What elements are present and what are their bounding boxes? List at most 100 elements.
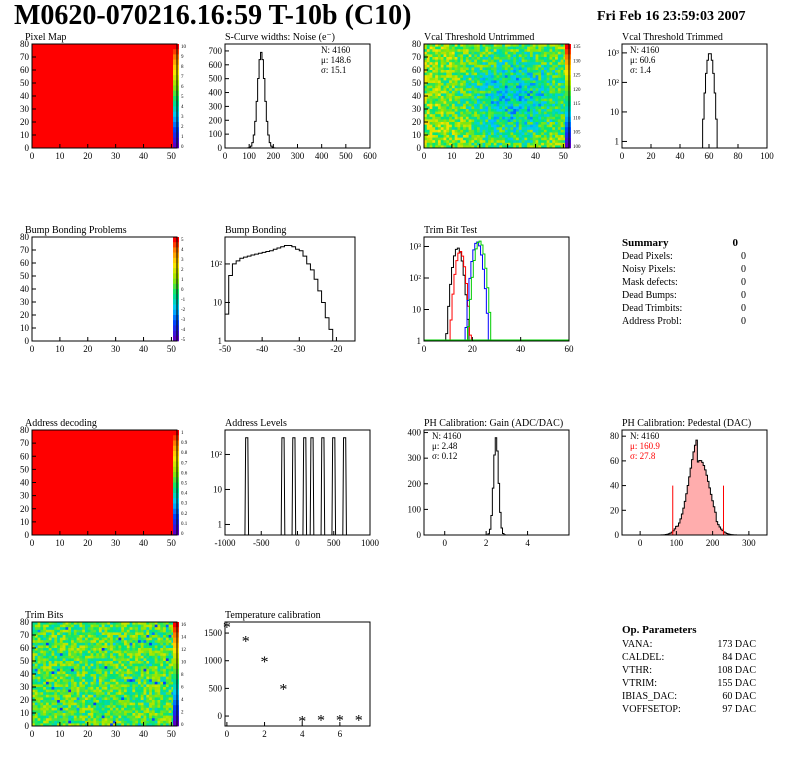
- heatmap-cell: [493, 122, 497, 125]
- heatmap-cell: [149, 713, 153, 716]
- heatmap-cell: [73, 676, 78, 680]
- heatmap-cell: [443, 64, 447, 68]
- heatmap-cell: [98, 715, 103, 719]
- heatmap-cell: [71, 642, 75, 646]
- heatmap-cell: [57, 707, 61, 711]
- heatmap-cell: [40, 697, 44, 701]
- heatmap-cell: [424, 98, 428, 102]
- heatmap-cell: [451, 75, 456, 79]
- heatmap-cell: [65, 655, 69, 659]
- heatmap-cell: [71, 640, 75, 644]
- heatmap-cell: [32, 707, 36, 711]
- heatmap-cell: [107, 715, 111, 719]
- heatmap-cell: [424, 114, 428, 118]
- heatmap-cell: [532, 106, 536, 110]
- heatmap-cell: [124, 668, 128, 672]
- heatmap-cell: [112, 702, 117, 706]
- heatmap-cell: [485, 83, 489, 86]
- heatmap-cell: [115, 642, 119, 646]
- heatmap-cell: [101, 629, 105, 633]
- heatmap-cell: [490, 62, 495, 66]
- x-tick-label: 10: [55, 344, 65, 354]
- heatmap-cell: [529, 101, 534, 105]
- heatmap-cell: [43, 666, 47, 670]
- heatmap-cell: [521, 111, 525, 115]
- heatmap-cell: [490, 44, 495, 47]
- heatmap-cell: [541, 83, 545, 86]
- heatmap-cell: [446, 96, 450, 99]
- heatmap-cell: [37, 671, 41, 675]
- heatmap-cell: [474, 145, 478, 149]
- heatmap-cell: [507, 46, 511, 50]
- heatmap-cell: [432, 93, 436, 97]
- palette-segment: [173, 461, 179, 468]
- heatmap-cell: [65, 702, 69, 706]
- heatmap-cell: [90, 653, 94, 657]
- heatmap-cell: [488, 59, 492, 63]
- heatmap-cell: [532, 145, 536, 149]
- heatmap-cell: [552, 77, 556, 81]
- heatmap-cell: [502, 142, 506, 146]
- palette-tick-label: 8: [181, 65, 184, 70]
- heatmap-cell: [549, 51, 553, 55]
- heatmap-cell: [137, 637, 142, 641]
- heatmap-cell: [435, 129, 439, 133]
- heatmap-cell: [426, 96, 430, 99]
- heatmap-cell: [499, 75, 503, 79]
- heatmap-cell: [62, 627, 66, 631]
- heatmap-cell: [485, 64, 489, 68]
- heatmap-cell: [110, 653, 114, 657]
- heatmap-cell: [76, 700, 80, 703]
- heatmap-cell: [115, 624, 119, 628]
- heatmap-cell: [140, 635, 144, 638]
- heatmap-cell: [449, 114, 453, 118]
- heatmap-cell: [482, 54, 486, 58]
- heatmap-cell: [532, 57, 536, 60]
- heatmap-cell: [507, 132, 511, 136]
- palette-segment: [173, 80, 179, 86]
- heatmap-cell: [151, 622, 156, 625]
- heatmap-cell: [502, 67, 506, 71]
- heatmap-cell: [499, 129, 503, 133]
- heatmap-cell: [460, 64, 464, 68]
- heatmap-cell: [546, 127, 550, 131]
- heatmap-cell: [474, 96, 478, 99]
- heatmap-cell: [499, 85, 503, 89]
- heatmap-cell: [529, 75, 534, 79]
- heatmap-cell: [454, 127, 458, 131]
- heatmap-cell: [482, 62, 486, 66]
- heatmap-cell: [507, 96, 511, 99]
- heatmap-cell: [151, 666, 156, 670]
- heatmap-cell: [48, 674, 52, 677]
- heatmap-cell: [543, 98, 548, 102]
- heatmap-cell: [149, 642, 153, 646]
- heatmap-cell: [90, 720, 94, 724]
- heatmap-cell: [465, 46, 470, 50]
- heatmap-cell: [48, 702, 52, 706]
- heatmap-cell: [124, 718, 128, 722]
- heatmap-cell: [71, 637, 75, 641]
- heatmap-cell: [124, 687, 128, 690]
- heatmap-cell: [104, 648, 108, 651]
- heatmap-cell: [79, 661, 83, 664]
- heatmap-cell: [160, 635, 164, 638]
- heatmap-cell: [34, 697, 38, 701]
- heatmap-cell: [79, 671, 83, 675]
- heatmap-cell: [499, 57, 503, 60]
- heatmap-cell: [79, 650, 83, 654]
- heatmap-cell: [146, 622, 150, 625]
- heatmap-cell: [510, 135, 514, 138]
- heatmap-cell: [45, 713, 50, 716]
- heatmap-cell: [538, 90, 542, 94]
- heatmap-cell: [471, 98, 475, 102]
- heatmap-cell: [490, 46, 495, 50]
- heatmap-cell: [549, 46, 553, 50]
- heatmap-cell: [552, 54, 556, 58]
- heatmap-cell: [32, 666, 36, 670]
- heatmap-cell: [443, 132, 447, 136]
- heatmap-cell: [510, 80, 514, 84]
- palette-tick-label: 2: [181, 711, 184, 716]
- heatmap-cell: [59, 650, 64, 654]
- heatmap-cell: [496, 142, 500, 146]
- heatmap-cell: [112, 624, 117, 628]
